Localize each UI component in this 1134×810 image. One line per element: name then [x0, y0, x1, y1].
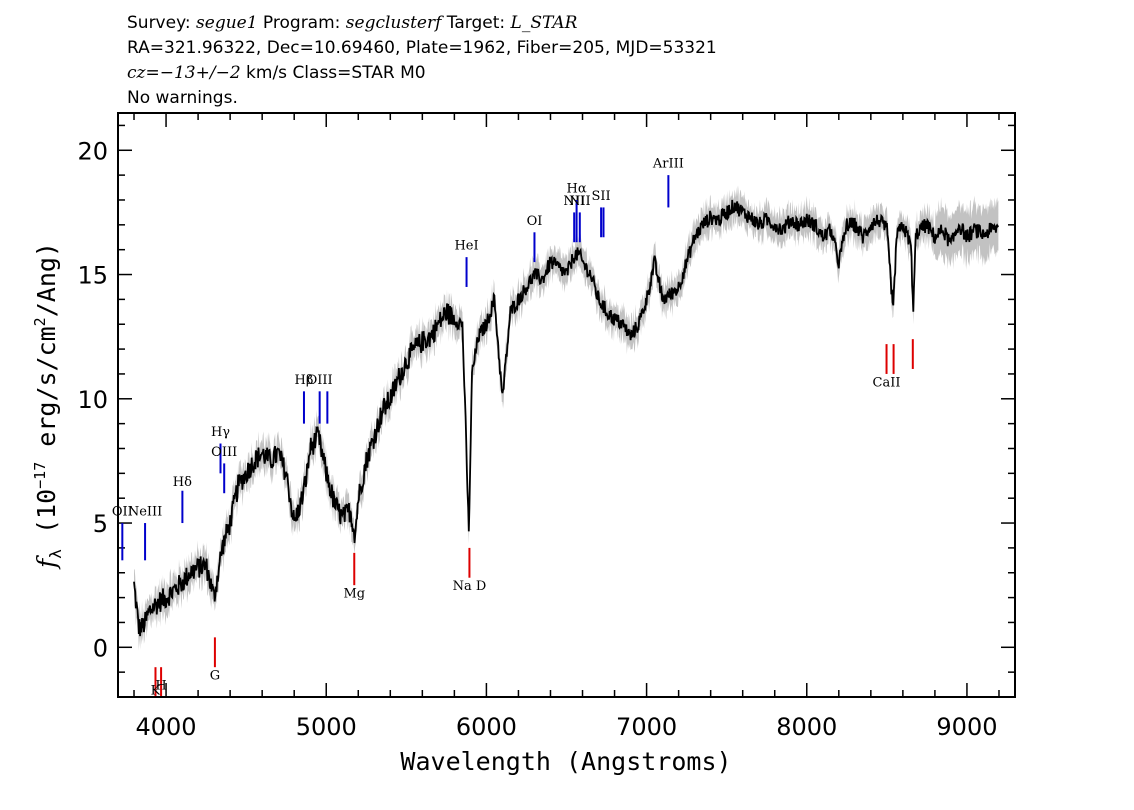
axis-ticks [118, 113, 1015, 697]
spectrum-line [133, 199, 1000, 637]
survey-value: segue1 [196, 13, 258, 33]
x-tick-label: 4000 [136, 713, 197, 741]
y-tick-label: 0 [93, 634, 108, 662]
header-line-4: No warnings. [127, 88, 238, 108]
y-tick-label: 15 [77, 262, 108, 290]
y-axis-label-exp: −17 [31, 462, 49, 489]
emission-line-label: OIII [211, 445, 237, 460]
absorption-line-label: G [210, 669, 220, 684]
absorption-line-label: CaII [873, 375, 901, 390]
tick-labels: 4000 5000 6000 7000 8000 9000 0 5 10 15 20 [77, 137, 997, 741]
emission-line-label: HeI [454, 239, 478, 254]
y-tick-label: 20 [77, 137, 108, 165]
plot-frame [117, 112, 1016, 698]
emission-line-label: OIII [307, 373, 333, 388]
absorption-line-label: Na D [453, 579, 487, 594]
target-value: L_STAR [510, 13, 578, 33]
emission-line-label: NeIII [128, 505, 162, 520]
error-band [134, 185, 999, 651]
x-tick-label: 8000 [776, 713, 837, 741]
y-axis-label-sub: λ [46, 549, 65, 559]
y-axis-label: fλ (10−17 erg/s/cm2/Ang) [31, 242, 65, 570]
x-axis-label: Wavelength (Angstroms) [400, 747, 731, 776]
survey-label: Survey: [127, 13, 197, 33]
emission-line-label: NII [569, 194, 591, 209]
y-axis-label-exp2: 2 [31, 317, 49, 326]
x-tick-label: 9000 [936, 713, 997, 741]
emission-line-label: Hα [567, 182, 587, 197]
emission-line-label: Hβ [295, 373, 314, 388]
emission-line-label: ArIII [652, 157, 684, 172]
absorption-line-label: Mg [343, 587, 365, 602]
x-tick-label: 5000 [296, 713, 357, 741]
y-tick-label: 5 [93, 510, 108, 538]
class-text: km/s Class=STAR M0 [240, 63, 426, 83]
y-axis-label-units2: erg/s/cm [32, 326, 61, 461]
program-label: Program: [257, 13, 346, 33]
emission-line-label: OI [527, 214, 543, 229]
y-axis-label-f: f [32, 555, 61, 570]
cz-label: cz [127, 63, 146, 83]
spectrum-series [133, 185, 1000, 651]
emission-line-label: NII [563, 194, 585, 209]
y-axis-label-units3: /Ang) [32, 242, 61, 317]
absorption-line-label: K [151, 684, 161, 699]
header-line-1: Survey: segue1 Program: segclusterf Targ… [127, 13, 577, 33]
y-tick-label: 10 [77, 386, 108, 414]
header-line-2: RA=321.96322, Dec=10.69460, Plate=1962, … [127, 38, 717, 58]
program-value: segclusterf [345, 13, 442, 33]
target-label: Target: [441, 13, 511, 33]
y-axis-label-units: (10 [32, 489, 61, 549]
x-tick-label: 6000 [456, 713, 517, 741]
emission-line-label: Hδ [173, 475, 192, 490]
emission-line-label: Hγ [211, 425, 230, 440]
emission-line-label: SII [592, 189, 611, 204]
x-tick-label: 7000 [616, 713, 677, 741]
cz-value: =−13+/−2 [145, 63, 241, 83]
absorption-line-label: H [155, 679, 166, 694]
header-line-3: cz=−13+/−2 km/s Class=STAR M0 [127, 63, 426, 83]
